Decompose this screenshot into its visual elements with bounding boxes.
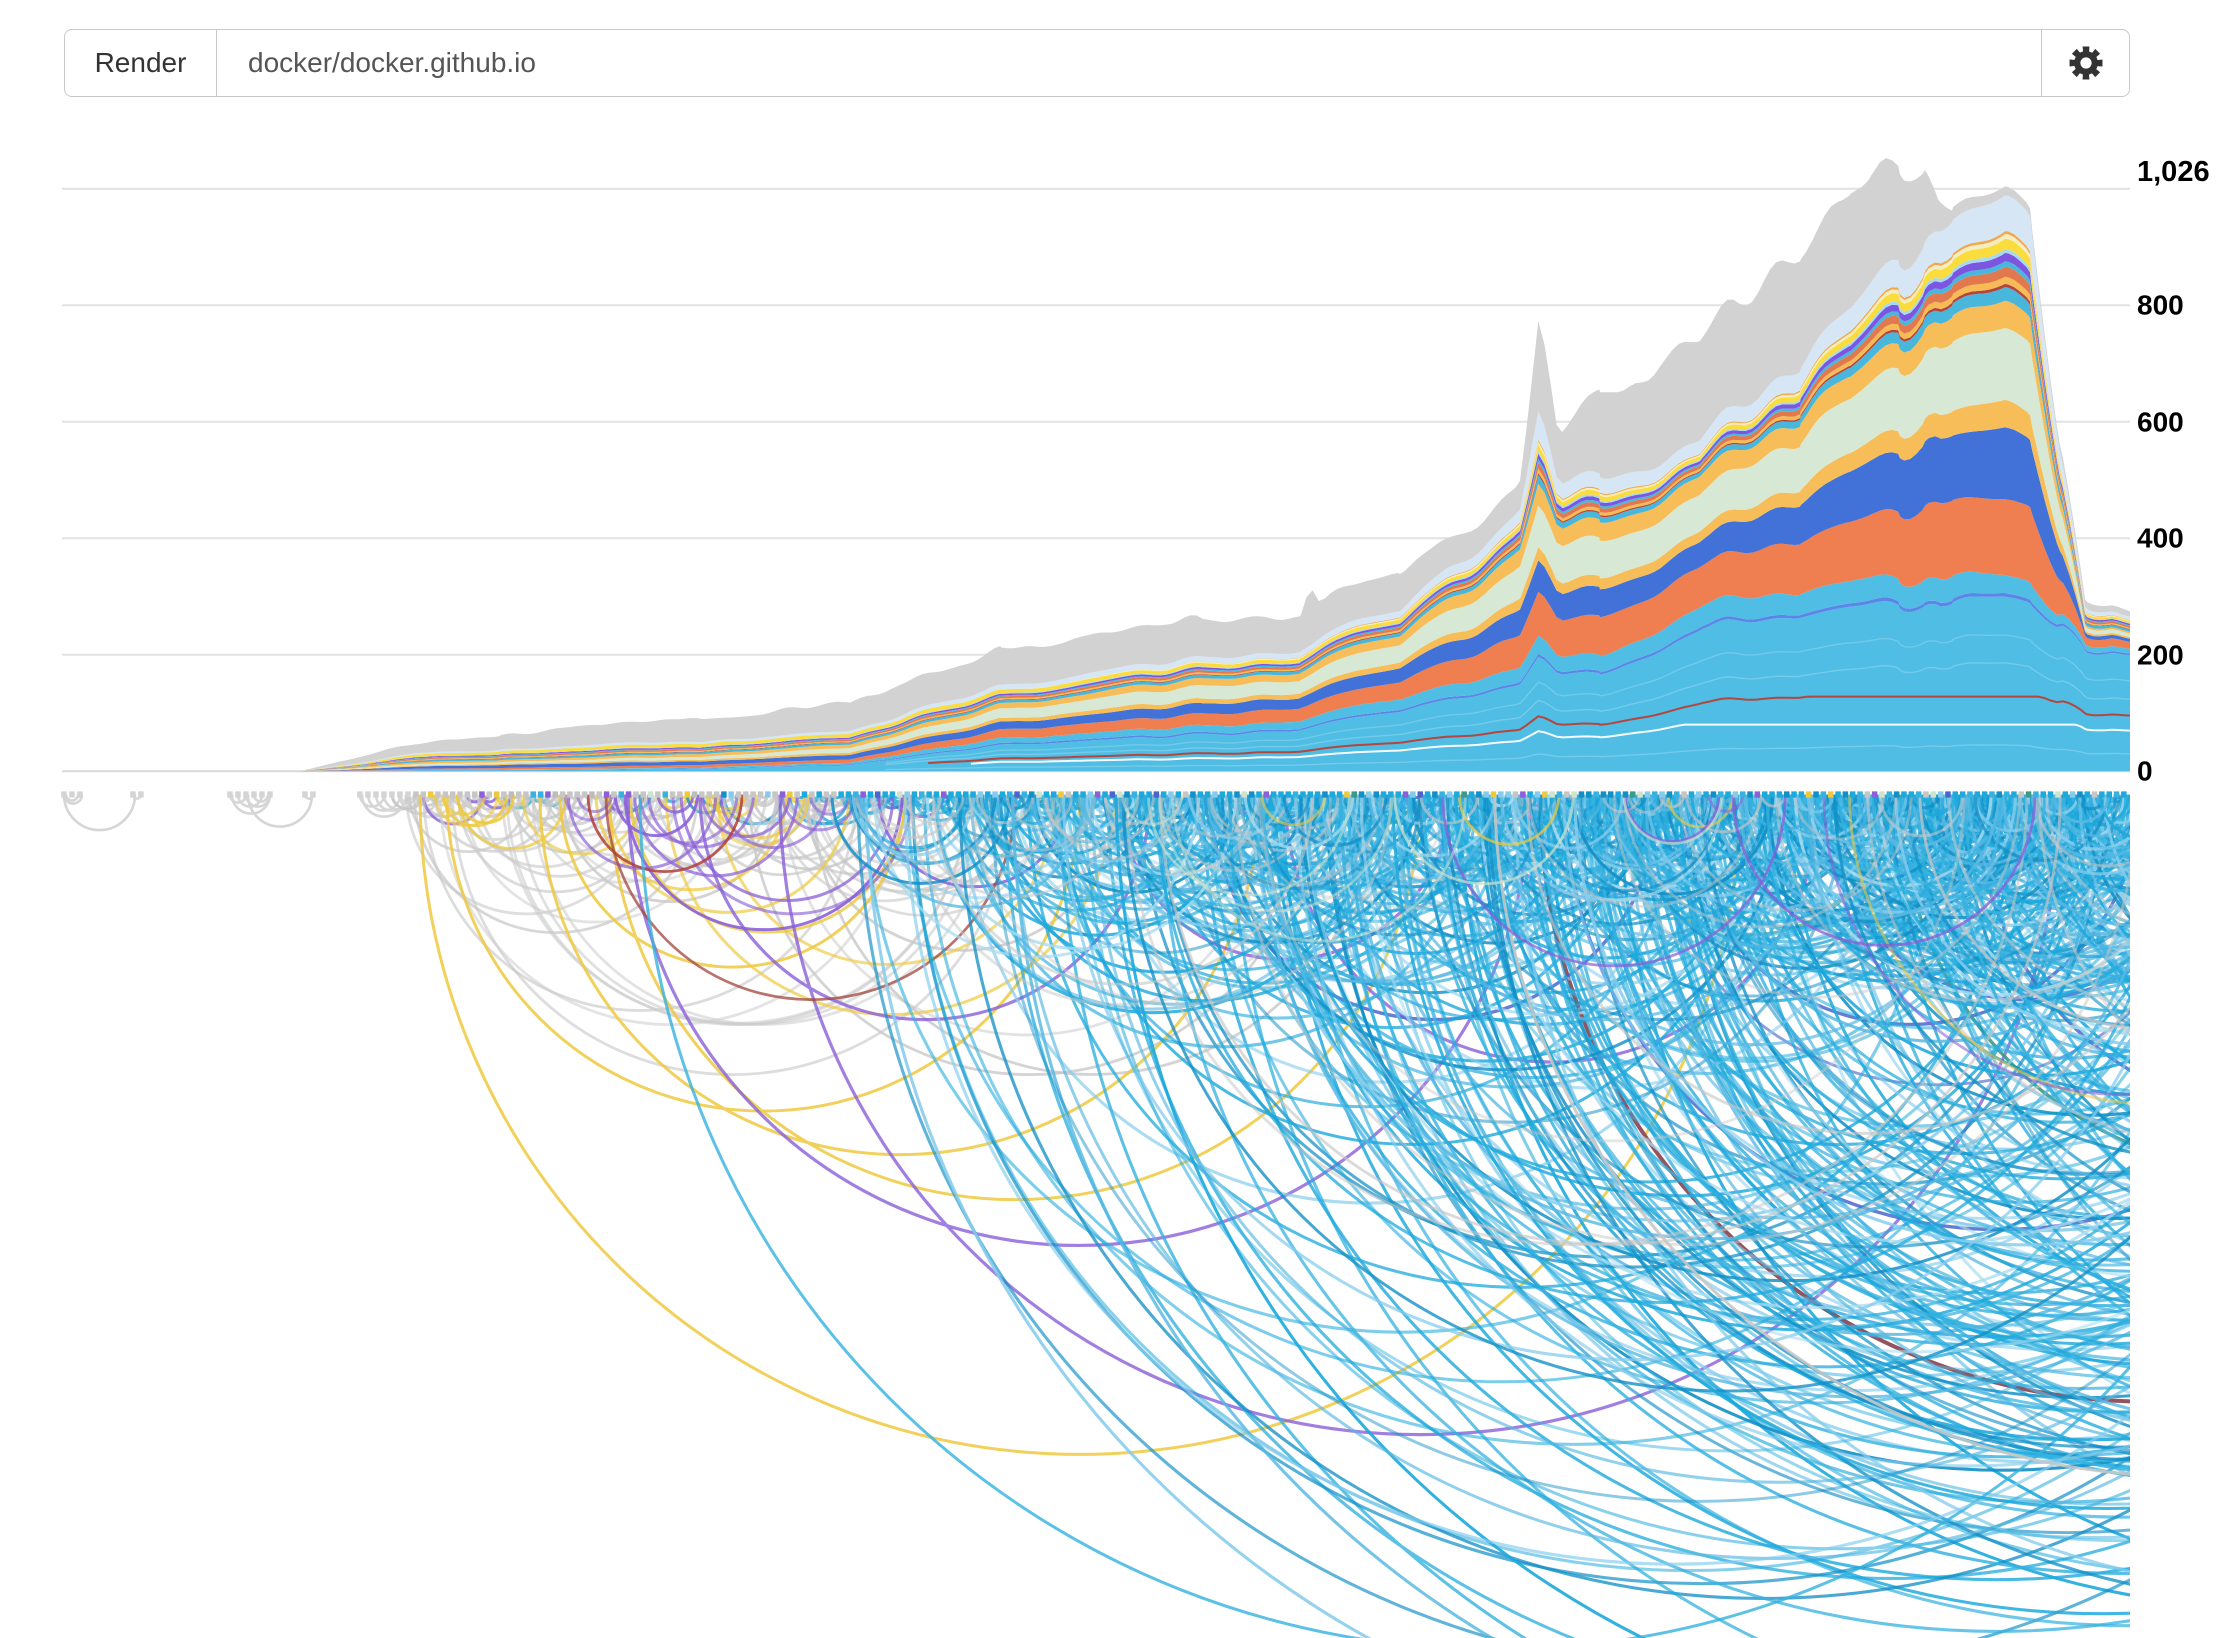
svg-text:800: 800 — [2137, 290, 2184, 321]
svg-text:1,026: 1,026 — [2137, 156, 2210, 188]
svg-text:600: 600 — [2137, 407, 2184, 438]
svg-text:400: 400 — [2137, 523, 2184, 554]
svg-text:200: 200 — [2137, 640, 2184, 671]
svg-text:0: 0 — [2137, 756, 2153, 787]
